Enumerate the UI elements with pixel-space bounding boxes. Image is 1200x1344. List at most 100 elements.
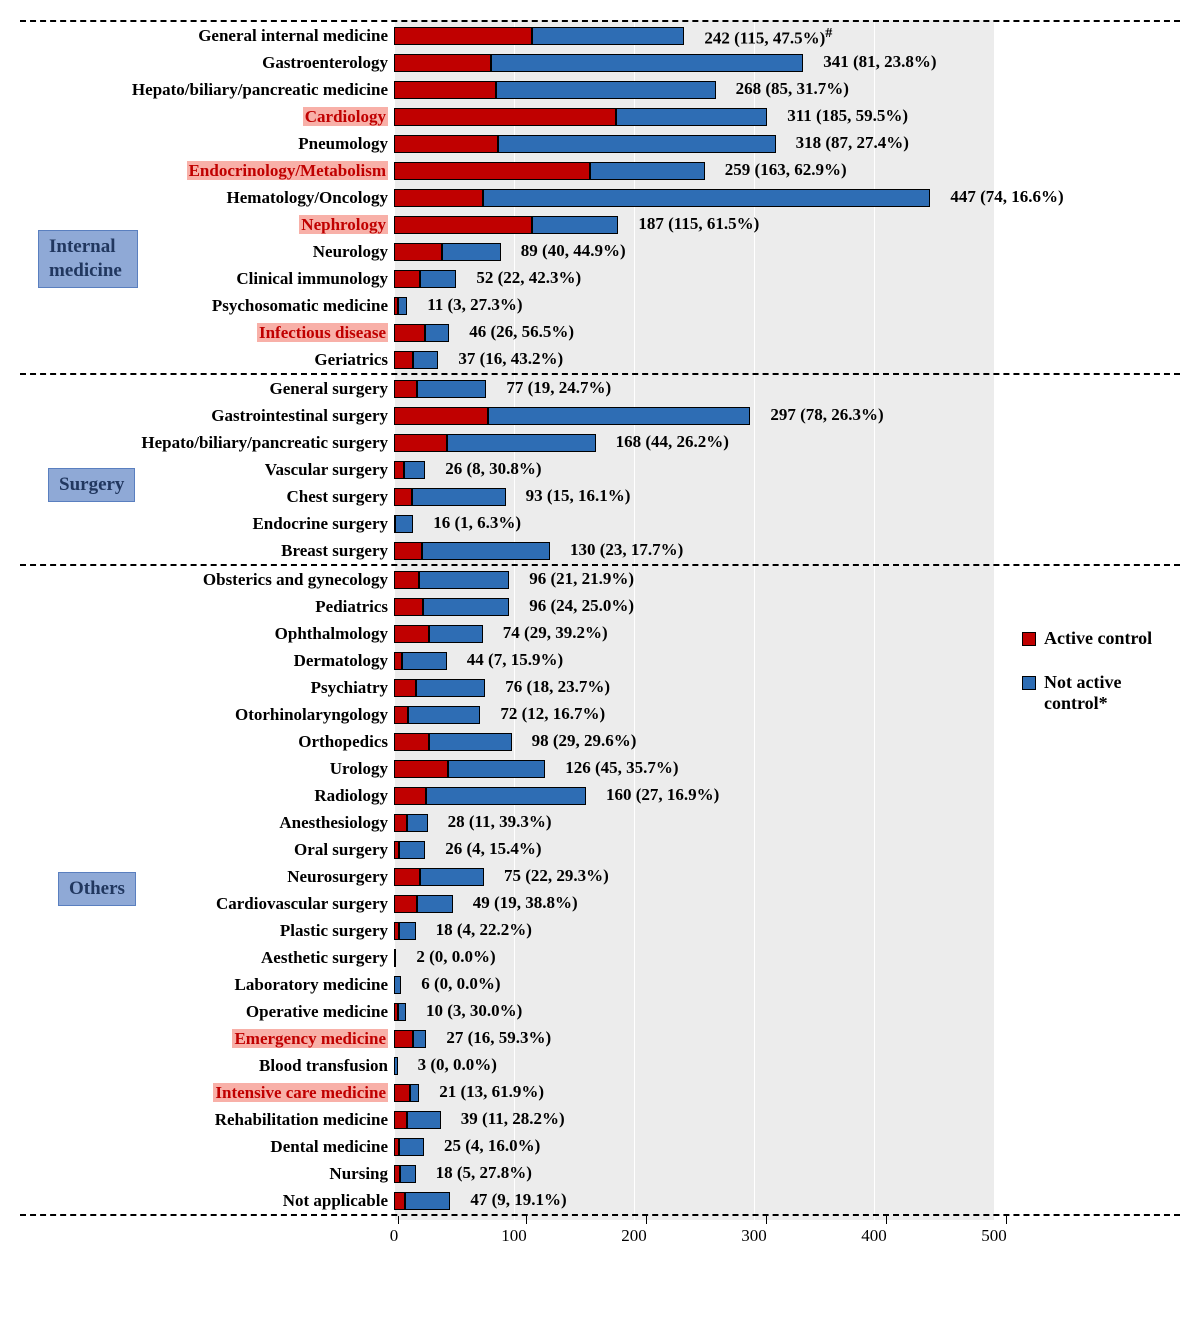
row-value-text: 168 (44, 26.2%) <box>616 432 729 452</box>
bar-segment-not-active <box>442 243 501 261</box>
chart-row: Oral surgery26 (4, 15.4%) <box>20 836 1180 863</box>
bar-segment-active <box>394 461 404 479</box>
bar-segment-not-active <box>420 270 456 288</box>
chart-row: Rehabilitation medicine39 (11, 28.2%) <box>20 1106 1180 1133</box>
bar-cell: 21 (13, 61.9%) <box>394 1084 994 1102</box>
bar-cell: 297 (78, 26.3%) <box>394 407 994 425</box>
bar-segment-not-active <box>616 108 767 126</box>
row-label: Hepato/biliary/pancreatic surgery <box>20 433 394 453</box>
bar-segment-not-active <box>407 814 427 832</box>
chart-row: Emergency medicine 27 (16, 59.3%) <box>20 1025 1180 1052</box>
row-label: Anesthesiology <box>20 813 394 833</box>
bar-cell: 28 (11, 39.3%) <box>394 814 994 832</box>
row-value-text: 10 (3, 30.0%) <box>426 1001 522 1021</box>
bar-segment-not-active <box>412 488 506 506</box>
row-value-text: 52 (22, 42.3%) <box>476 268 581 288</box>
bar-segment-active <box>394 895 417 913</box>
row-label: Hepato/biliary/pancreatic medicine <box>20 80 394 100</box>
bar-cell: 96 (21, 21.9%) <box>394 571 994 589</box>
chart-row: Vascular surgery26 (8, 30.8%) <box>20 456 1180 483</box>
row-value-text: 28 (11, 39.3%) <box>448 812 552 832</box>
row-label: Hematology/Oncology <box>20 188 394 208</box>
bar-cell: 259 (163, 62.9%) <box>394 162 994 180</box>
row-value-text: 93 (15, 16.1%) <box>526 486 631 506</box>
chart-row: Hepato/biliary/pancreatic medicine268 (8… <box>20 76 1180 103</box>
group-label: Internalmedicine <box>38 230 138 288</box>
x-axis: 0100200300400500 <box>394 1216 994 1256</box>
row-value-text: 341 (81, 23.8%) <box>823 52 936 72</box>
bar-segment-active <box>394 189 483 207</box>
row-value-text: 89 (40, 44.9%) <box>521 241 626 261</box>
row-label: Emergency medicine <box>20 1029 394 1049</box>
chart-row: Not applicable47 (9, 19.1%) <box>20 1187 1180 1214</box>
row-value-text: 25 (4, 16.0%) <box>444 1136 540 1156</box>
row-value-text: 242 (115, 47.5%)# <box>704 25 832 49</box>
bar-segment-active <box>394 652 402 670</box>
bar-cell: 26 (4, 15.4%) <box>394 841 994 859</box>
row-value-text: 16 (1, 6.3%) <box>433 513 521 533</box>
row-value-text: 187 (115, 61.5%) <box>638 214 759 234</box>
row-value-text: 2 (0, 0.0%) <box>416 947 495 967</box>
chart-row: Hematology/Oncology447 (74, 16.6%) <box>20 184 1180 211</box>
chart-row: Gastroenterology341 (81, 23.8%) <box>20 49 1180 76</box>
row-value-text: 18 (4, 22.2%) <box>436 920 532 940</box>
chart-row: Cardiovascular surgery49 (19, 38.8%) <box>20 890 1180 917</box>
bar-segment-not-active <box>395 515 413 533</box>
row-label: Psychiatry <box>20 678 394 698</box>
chart-row: Clinical immunology52 (22, 42.3%) <box>20 265 1180 292</box>
bar-segment-active <box>394 814 407 832</box>
row-value-text: 37 (16, 43.2%) <box>458 349 563 369</box>
chart-row: Infectious disease46 (26, 56.5%) <box>20 319 1180 346</box>
bar-cell: 46 (26, 56.5%) <box>394 324 994 342</box>
row-value-text: 75 (22, 29.3%) <box>504 866 609 886</box>
x-axis-tick-label: 400 <box>861 1226 887 1246</box>
bar-cell: 318 (87, 27.4%) <box>394 135 994 153</box>
bar-cell: 341 (81, 23.8%) <box>394 54 994 72</box>
bar-segment-not-active <box>532 27 684 45</box>
row-value-text: 26 (8, 30.8%) <box>445 459 541 479</box>
chart-row: Hepato/biliary/pancreatic surgery 168 (44… <box>20 429 1180 456</box>
chart-row: Pediatrics96 (24, 25.0%) <box>20 593 1180 620</box>
bar-segment-not-active <box>425 324 449 342</box>
bar-cell: 37 (16, 43.2%) <box>394 351 994 369</box>
bar-cell: 3 (0, 0.0%) <box>394 1057 994 1075</box>
bar-segment-not-active <box>399 1138 424 1156</box>
chart-row: General surgery77 (19, 24.7%) <box>20 375 1180 402</box>
bar-cell: 93 (15, 16.1%) <box>394 488 994 506</box>
bar-cell: 76 (18, 23.7%) <box>394 679 994 697</box>
row-value-text: 27 (16, 59.3%) <box>446 1028 551 1048</box>
bar-cell: 52 (22, 42.3%) <box>394 270 994 288</box>
chart-row: Gastrointestinal surgery297 (78, 26.3%) <box>20 402 1180 429</box>
chart-row: Anesthesiology 28 (11, 39.3%) <box>20 809 1180 836</box>
row-label: Orthopedics <box>20 732 394 752</box>
chart-row: General internal medicine 242 (115, 47.5%… <box>20 22 1180 49</box>
bar-segment-active <box>394 324 425 342</box>
bar-segment-active <box>394 1192 405 1210</box>
bar-segment-active <box>394 1111 407 1129</box>
bar-cell: 98 (29, 29.6%) <box>394 733 994 751</box>
chart-row: Dental medicine25 (4, 16.0%) <box>20 1133 1180 1160</box>
bar-cell: 18 (4, 22.2%) <box>394 922 994 940</box>
row-label: General internal medicine <box>20 26 394 46</box>
chart-row: Neurology89 (40, 44.9%) <box>20 238 1180 265</box>
bar-cell: 16 (1, 6.3%) <box>394 515 994 533</box>
row-label: Psychosomatic medicine <box>20 296 394 316</box>
group-label: Others <box>58 872 136 906</box>
bar-segment-not-active <box>532 216 618 234</box>
bar-segment-not-active <box>398 1003 406 1021</box>
chart-row: Psychosomatic medicine11 (3, 27.3%) <box>20 292 1180 319</box>
bar-segment-active <box>394 108 616 126</box>
row-value-text: 74 (29, 39.2%) <box>503 623 608 643</box>
row-label: Urology <box>20 759 394 779</box>
bar-segment-not-active <box>402 652 446 670</box>
bar-segment-active <box>394 488 412 506</box>
bar-segment-not-active <box>394 1057 398 1075</box>
bar-segment-active <box>394 351 413 369</box>
bar-segment-not-active <box>422 542 550 560</box>
bar-segment-not-active <box>448 760 545 778</box>
row-label: Plastic surgery <box>20 921 394 941</box>
chart-row: Dermatology44 (7, 15.9%) <box>20 647 1180 674</box>
bar-segment-not-active <box>483 189 931 207</box>
bar-segment-active <box>394 135 498 153</box>
bar-segment-not-active <box>423 598 509 616</box>
